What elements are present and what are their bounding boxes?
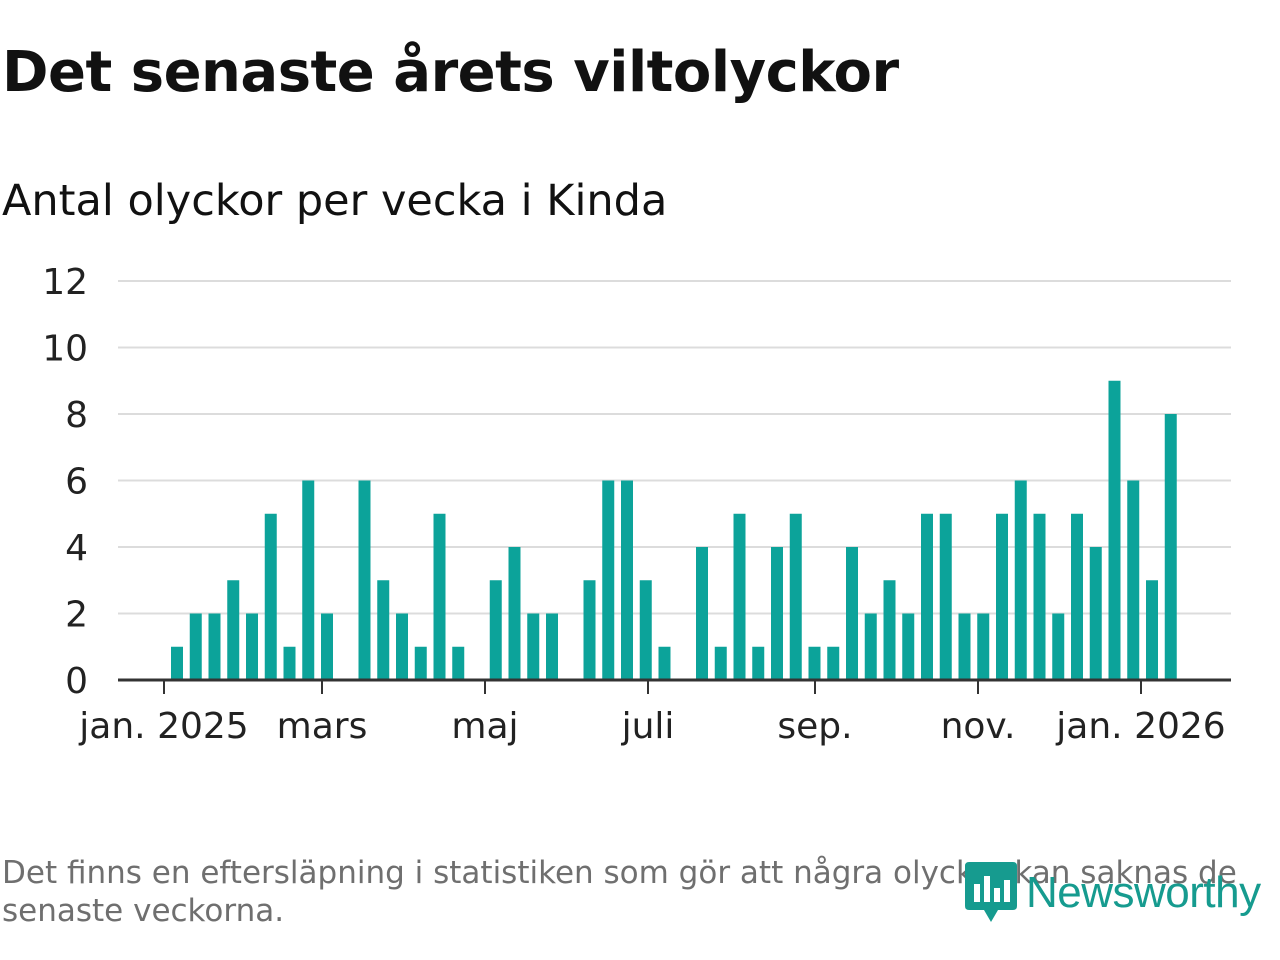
y-tick-label: 4 [65, 528, 88, 569]
bar [958, 613, 971, 680]
bar [996, 513, 1008, 680]
bars [171, 380, 1177, 680]
bar [546, 613, 558, 680]
bar [808, 646, 821, 680]
bar [639, 580, 652, 680]
bar [171, 646, 183, 680]
bar [208, 613, 221, 680]
bar [771, 547, 783, 680]
bar [1052, 613, 1065, 680]
newsworthy-logo-icon [965, 862, 1017, 922]
chart-subtitle: Antal olyckor per vecka i Kinda [2, 176, 668, 226]
y-axis-ticks: 0 2 4 6 8 10 12 [42, 262, 88, 702]
bar [883, 580, 896, 680]
bar [864, 613, 877, 680]
bar [696, 547, 708, 680]
x-tick-label: maj [451, 706, 518, 747]
bar [1146, 580, 1158, 680]
y-tick-label: 10 [42, 329, 88, 370]
brand-name: Newsworthy [1026, 868, 1261, 917]
y-tick-label: 0 [65, 661, 88, 702]
bar [621, 480, 633, 680]
gridlines [118, 280, 1231, 615]
x-tick-label: jan. 2025 [78, 706, 248, 747]
bar [827, 646, 840, 680]
bar [508, 547, 521, 680]
bar [752, 646, 765, 680]
x-tick-label: juli [621, 706, 675, 747]
bar [321, 613, 333, 680]
bar [1071, 513, 1083, 680]
y-tick-label: 8 [65, 395, 88, 436]
bar [1089, 547, 1102, 680]
bar [902, 613, 915, 680]
x-tick-label: sep. [777, 706, 852, 747]
footnote: Det finns en eftersläpning i statistiken… [2, 855, 1237, 929]
bar [1014, 480, 1027, 680]
bar [189, 613, 202, 680]
bar [227, 580, 240, 680]
bar [264, 513, 277, 680]
bar [1164, 414, 1177, 680]
bar [1108, 380, 1121, 680]
x-tick-label: nov. [941, 706, 1016, 747]
bar [527, 613, 540, 680]
bar [283, 646, 296, 680]
bar [414, 646, 427, 680]
bar [377, 580, 390, 680]
bar [977, 613, 990, 680]
x-tick-label: mars [277, 706, 368, 747]
bar [583, 580, 596, 680]
bar [789, 513, 802, 680]
x-tick-label: jan. 2026 [1055, 706, 1225, 747]
bar [1127, 480, 1140, 680]
bar [939, 513, 952, 680]
y-tick-label: 2 [65, 595, 88, 636]
bar [358, 480, 371, 680]
bar [602, 480, 615, 680]
bar [714, 646, 727, 680]
bar [452, 646, 465, 680]
bar [433, 513, 446, 680]
chart-title: Det senaste årets viltolyckor [2, 40, 899, 105]
bar [396, 613, 408, 680]
y-tick-label: 6 [65, 462, 88, 503]
bar [658, 646, 671, 680]
y-tick-label: 12 [42, 262, 88, 303]
newsworthy-logo: Newsworthy [964, 860, 1261, 926]
bar [246, 613, 258, 680]
bar [846, 547, 858, 680]
bar [302, 480, 315, 680]
x-axis-ticks: jan. 2025 mars maj juli sep. nov. jan. 2026 [78, 680, 1226, 747]
bar [733, 513, 746, 680]
bar [489, 580, 502, 680]
bar [921, 513, 933, 680]
bar [1033, 513, 1046, 680]
